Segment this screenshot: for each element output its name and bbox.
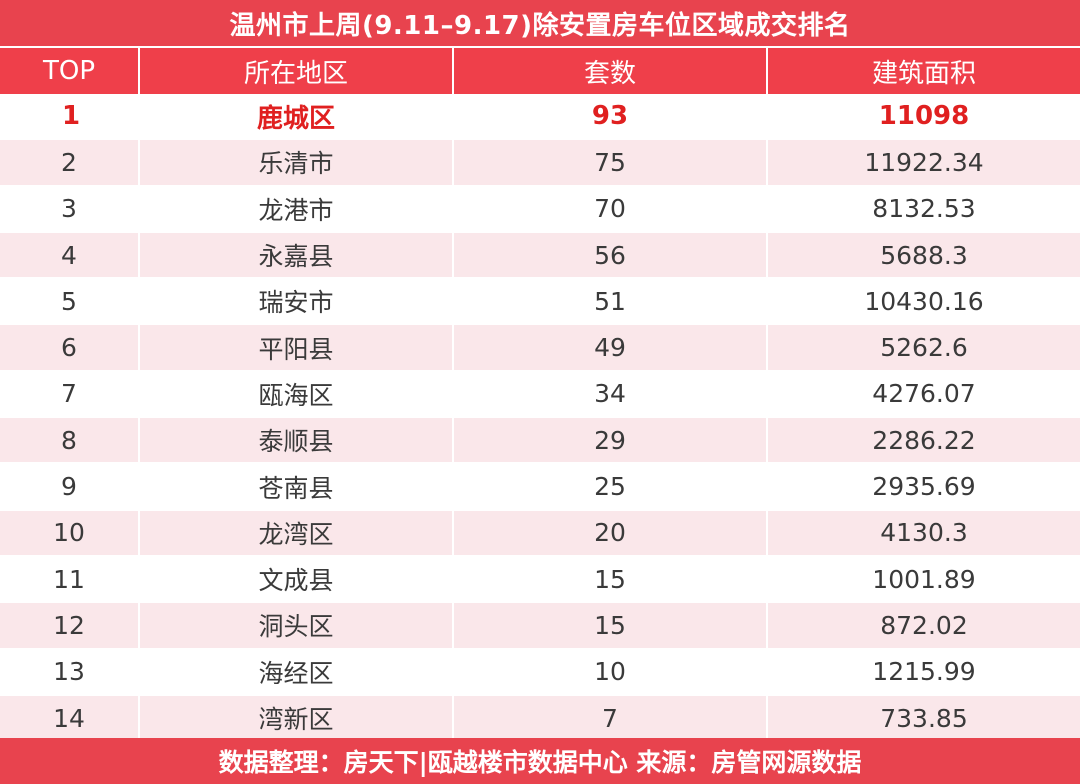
column-header-region: 所在地区 [140, 48, 454, 94]
region-cell: 湾新区 [140, 695, 454, 741]
count-cell: 15 [454, 556, 768, 602]
rank-cell: 12 [0, 603, 140, 648]
region-cell: 永嘉县 [140, 232, 454, 278]
rank-cell: 13 [0, 649, 140, 694]
area-cell: 5688.3 [880, 240, 968, 270]
region-cell: 平阳县 [140, 325, 454, 370]
count-cell: 7 [454, 695, 768, 741]
count-cell: 25 [454, 464, 768, 509]
area-cell: 4130.3 [880, 518, 968, 548]
table-row: 3 龙港市 70 8132.53 [0, 186, 1080, 233]
table-row: 13 海经区 10 1215.99 [0, 649, 1080, 696]
rank-cell: 4 [0, 232, 140, 278]
region-cell: 鹿城区 [140, 94, 454, 139]
rank-cell: 7 [0, 371, 140, 417]
rank-cell: 2 [0, 140, 140, 185]
rank-cell: 8 [0, 418, 140, 463]
area-cell: 872.02 [880, 610, 968, 640]
area-cell: 1215.99 [872, 657, 976, 687]
area-cell: 11922.34 [864, 147, 984, 177]
area-cell: 2935.69 [872, 472, 976, 502]
region-cell: 龙湾区 [140, 510, 454, 555]
table-row: 10 龙湾区 20 4130.3 [0, 510, 1080, 557]
table-title: 温州市上周(9.11–9.17)除安置房车位区域成交排名 [0, 0, 1080, 48]
rank-cell: 6 [0, 325, 140, 370]
rank-cell: 14 [0, 695, 140, 741]
area-cell: 5262.6 [880, 333, 968, 363]
table-header: TOP 所在地区 套数 建筑面积 [0, 48, 1080, 94]
area-cell: 10430.16 [864, 286, 984, 316]
column-header-top: TOP [0, 48, 140, 94]
table-row: 9 苍南县 25 2935.69 [0, 464, 1080, 511]
count-cell: 49 [454, 325, 768, 370]
region-cell: 苍南县 [140, 464, 454, 509]
count-cell: 70 [454, 186, 768, 231]
region-cell: 洞头区 [140, 603, 454, 648]
table-row: 12 洞头区 15 872.02 [0, 603, 1080, 650]
table-body: 1 鹿城区 93 11098 2 乐清市 75 11922.34 3 龙港市 7… [0, 94, 1080, 743]
area-cell: 1001.89 [872, 564, 976, 594]
table-row: 11 文成县 15 1001.89 [0, 556, 1080, 604]
region-cell: 泰顺县 [140, 418, 454, 463]
table-row: 6 平阳县 49 5262.6 [0, 325, 1080, 372]
table-row: 2 乐清市 75 11922.34 [0, 140, 1080, 187]
area-cell: 8132.53 [872, 194, 976, 224]
rank-cell: 3 [0, 186, 140, 231]
count-cell: 34 [454, 371, 768, 417]
table-row: 7 瓯海区 34 4276.07 [0, 371, 1080, 419]
table-row: 14 湾新区 7 733.85 [0, 695, 1080, 743]
rank-cell: 1 [0, 94, 140, 139]
rank-cell: 9 [0, 464, 140, 509]
area-cell: 2286.22 [872, 425, 976, 455]
count-cell: 29 [454, 418, 768, 463]
region-cell: 海经区 [140, 649, 454, 694]
count-cell: 51 [454, 279, 768, 324]
region-cell: 乐清市 [140, 140, 454, 185]
region-cell: 瓯海区 [140, 371, 454, 417]
region-cell: 文成县 [140, 556, 454, 602]
count-cell: 20 [454, 510, 768, 555]
table-row: 1 鹿城区 93 11098 [0, 94, 1080, 141]
count-cell: 15 [454, 603, 768, 648]
region-cell: 龙港市 [140, 186, 454, 231]
table-row: 4 永嘉县 56 5688.3 [0, 232, 1080, 280]
table-row: 5 瑞安市 51 10430.16 [0, 279, 1080, 326]
area-cell: 11098 [878, 101, 970, 132]
count-cell: 56 [454, 232, 768, 278]
area-cell: 4276.07 [872, 379, 976, 409]
region-cell: 瑞安市 [140, 279, 454, 324]
rank-cell: 11 [0, 556, 140, 602]
column-header-count: 套数 [454, 48, 768, 94]
area-cell: 733.85 [880, 703, 968, 733]
source-footer: 数据整理：房天下|瓯越楼市数据中心 来源：房管网源数据 [0, 738, 1080, 784]
column-header-area: 建筑面积 [871, 58, 976, 89]
rank-cell: 10 [0, 510, 140, 555]
count-cell: 75 [454, 140, 768, 185]
count-cell: 93 [454, 94, 768, 139]
count-cell: 10 [454, 649, 768, 694]
table-row: 8 泰顺县 29 2286.22 [0, 418, 1080, 465]
rank-cell: 5 [0, 279, 140, 324]
